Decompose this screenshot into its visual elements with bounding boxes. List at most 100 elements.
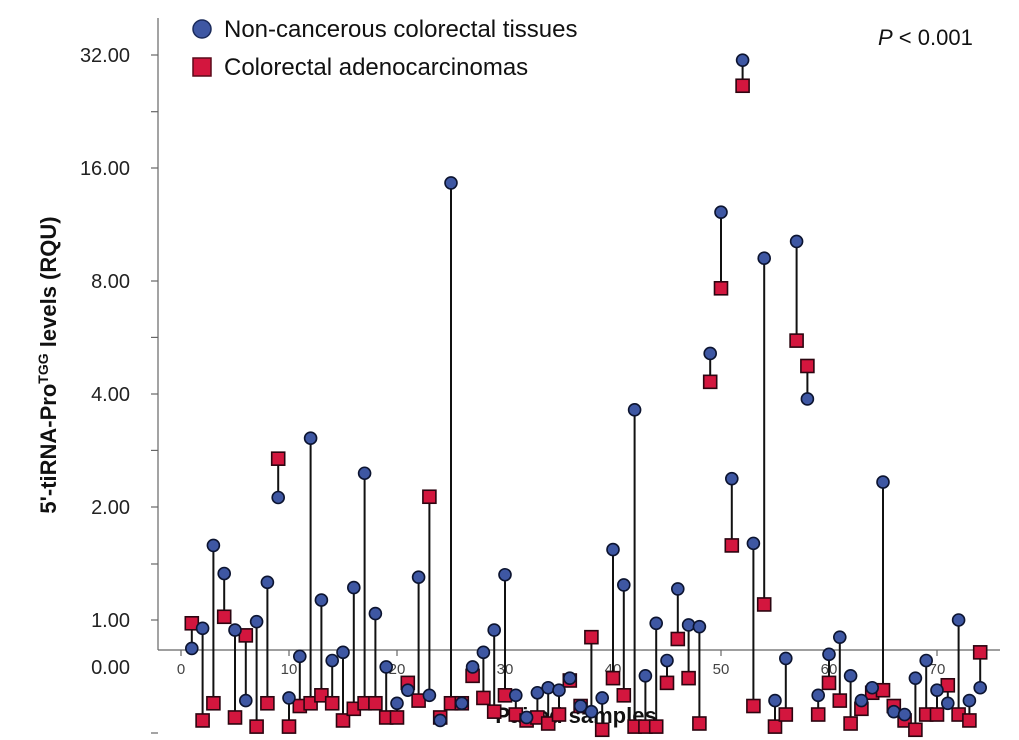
non-cancerous-point bbox=[303, 431, 318, 446]
non-cancerous-point bbox=[422, 688, 437, 703]
adenocarcinoma-point bbox=[594, 722, 610, 738]
adenocarcinoma-point bbox=[584, 629, 599, 645]
y-axis: 1.00 2.00 4.00 8.00 16.00 32.00 bbox=[80, 18, 159, 734]
adenocarcinoma-point bbox=[681, 670, 696, 686]
adenocarcinoma-point bbox=[216, 609, 232, 625]
adenocarcinoma-point bbox=[486, 704, 502, 719]
non-cancerous-point bbox=[508, 688, 523, 703]
y-tick-label: 8.00 bbox=[91, 271, 130, 293]
adenocarcinoma-point bbox=[692, 716, 707, 731]
non-cancerous-point bbox=[930, 683, 944, 698]
y-tick-label-zero: 0.00 bbox=[91, 657, 130, 679]
adenocarcinoma-point bbox=[422, 489, 437, 505]
non-cancerous-point bbox=[519, 710, 534, 725]
adenocarcinoma-point bbox=[767, 719, 783, 734]
x-tick-label: 50 bbox=[713, 661, 730, 678]
adenocarcinoma-point bbox=[260, 695, 275, 711]
adenocarcinoma-point bbox=[314, 688, 329, 703]
adenocarcinoma-point bbox=[778, 707, 794, 722]
non-cancerous-point bbox=[714, 205, 728, 220]
non-cancerous-point bbox=[692, 619, 707, 634]
adenocarcinoma-point bbox=[249, 719, 264, 734]
non-cancerous-point bbox=[670, 582, 685, 596]
non-cancerous-point bbox=[962, 693, 977, 708]
non-cancerous-point bbox=[433, 713, 448, 728]
non-cancerous-point bbox=[778, 651, 793, 666]
non-cancerous-point bbox=[357, 466, 372, 481]
non-cancerous-point bbox=[584, 704, 599, 719]
adenocarcinoma-point bbox=[962, 713, 977, 728]
adenocarcinoma-point bbox=[206, 695, 221, 711]
adenocarcinoma-point bbox=[789, 333, 804, 348]
non-cancerous-point bbox=[595, 691, 610, 705]
y-axis-title: 5'-tiRNA-ProTGG levels (RQU) bbox=[35, 216, 61, 513]
non-cancerous-point bbox=[735, 53, 750, 67]
adenocarcinoma-point bbox=[735, 78, 750, 94]
non-cancerous-point bbox=[195, 621, 210, 636]
non-cancerous-point bbox=[206, 538, 221, 553]
adenocarcinoma-point bbox=[324, 695, 340, 711]
non-cancerous-point bbox=[703, 346, 718, 361]
adenocarcinoma-point bbox=[746, 698, 761, 714]
non-cancerous-point bbox=[908, 671, 923, 685]
adenocarcinoma-point bbox=[800, 358, 815, 374]
non-cancerous-point bbox=[465, 660, 480, 674]
adenocarcinoma-point bbox=[551, 707, 567, 722]
adenocarcinoma-point bbox=[540, 716, 556, 731]
adenocarcinoma-point bbox=[908, 722, 923, 738]
adenocarcinoma-point bbox=[713, 280, 729, 296]
non-cancerous-point bbox=[552, 683, 566, 698]
adenocarcinoma-point bbox=[670, 631, 686, 647]
non-cancerous-point bbox=[336, 645, 350, 660]
adenocarcinoma-point bbox=[303, 695, 318, 711]
adenocarcinoma-point bbox=[724, 538, 740, 553]
non-cancerous-point bbox=[746, 536, 761, 551]
non-cancerous-point bbox=[843, 669, 858, 683]
non-cancerous-point bbox=[724, 471, 739, 486]
y-tick-label: 32.00 bbox=[80, 45, 130, 67]
y-axis-title-main: 5'-tiRNA-Pro bbox=[36, 384, 61, 514]
non-cancerous-point bbox=[649, 616, 664, 631]
non-cancerous-point bbox=[239, 693, 253, 708]
adenocarcinoma-point bbox=[368, 695, 383, 711]
non-cancerous-point bbox=[400, 683, 415, 698]
adenocarcinoma-point bbox=[929, 707, 945, 722]
non-cancerous-point bbox=[530, 685, 545, 700]
non-cancerous-point bbox=[757, 251, 772, 266]
non-cancerous-point bbox=[876, 475, 890, 489]
adenocarcinoma-point bbox=[843, 716, 858, 731]
non-cancerous-point bbox=[660, 653, 674, 668]
y-axis-title-superscript: TGG bbox=[35, 353, 51, 383]
non-cancerous-point bbox=[314, 593, 329, 607]
adenocarcinoma-point bbox=[476, 690, 491, 706]
non-cancerous-point bbox=[454, 696, 469, 711]
non-cancerous-point bbox=[822, 647, 836, 662]
non-cancerous-point bbox=[811, 688, 826, 703]
x-tick-label: 0 bbox=[177, 661, 185, 678]
non-cancerous-point bbox=[498, 567, 512, 582]
non-cancerous-point bbox=[325, 653, 340, 668]
non-cancerous-point bbox=[832, 630, 847, 644]
adenocarcinoma-point bbox=[238, 628, 254, 643]
non-cancerous-point bbox=[854, 693, 869, 708]
adenocarcinoma-point bbox=[821, 675, 837, 691]
legend: Non-cancerous colorectal tissues Colorec… bbox=[192, 16, 578, 81]
non-cancerous-point bbox=[346, 580, 361, 595]
non-cancerous-point bbox=[282, 691, 296, 705]
legend-label-non-cancerous: Non-cancerous colorectal tissues bbox=[224, 16, 578, 43]
adenocarcinoma-point bbox=[335, 713, 351, 728]
adenocarcinoma-point bbox=[659, 675, 675, 691]
non-cancerous-point bbox=[390, 696, 404, 711]
x-tick-label: 10 bbox=[281, 661, 298, 678]
non-cancerous-point bbox=[606, 542, 620, 557]
non-cancerous-point bbox=[973, 680, 988, 695]
non-cancerous-point bbox=[897, 707, 912, 722]
non-cancerous-point bbox=[185, 641, 199, 656]
x-tick-label: 70 bbox=[929, 661, 946, 678]
non-cancerous-point bbox=[444, 176, 458, 190]
non-cancerous-point bbox=[260, 575, 275, 590]
non-cancerous-point bbox=[487, 623, 502, 637]
p-value-italic: P bbox=[878, 25, 893, 50]
non-cancerous-point bbox=[681, 618, 696, 632]
